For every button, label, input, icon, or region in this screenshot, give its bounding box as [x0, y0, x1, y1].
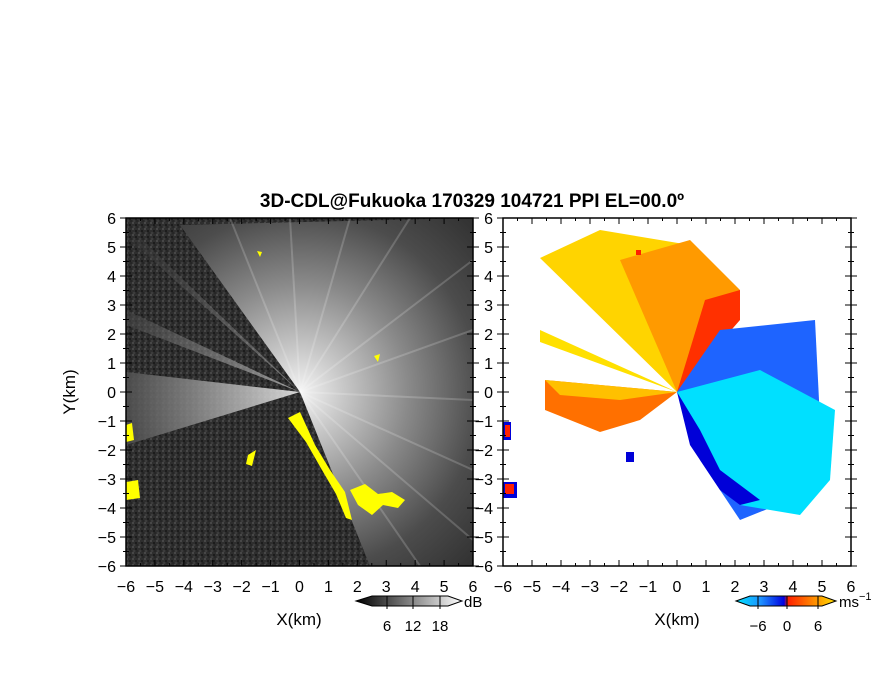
velocity-colorbar-label: 6	[814, 618, 822, 635]
intensity-colorbar-bar	[354, 595, 464, 607]
velocity-tick-labels: −6 −5 −4 −3 −2 −1 0 1 2 3 4 5 6 6 5 4 3 2 1 0 −1 −2 −3 −4 −5 −6	[475, 211, 856, 596]
intensity-echo-leftstreak	[126, 372, 300, 445]
velocity-ytick-label: −6	[475, 559, 493, 576]
intensity-colorbar-unit: dB	[464, 594, 482, 611]
velocity-region-darkblue	[677, 392, 760, 505]
velocity-colorbar-unit: ms−1	[839, 591, 872, 611]
intensity-ytick-label: −2	[98, 443, 116, 460]
velocity-xtick-label: −6	[494, 579, 512, 596]
velocity-colorbar-bar	[734, 595, 838, 607]
intensity-xtick-label: 3	[382, 579, 391, 596]
intensity-ytick-label: 4	[107, 269, 116, 286]
intensity-ytick-label: 2	[107, 327, 116, 344]
intensity-xtick-label: −1	[261, 579, 279, 596]
velocity-xtick-label: −3	[581, 579, 599, 596]
intensity-echo-upper	[180, 218, 473, 566]
intensity-yellow-overlay	[126, 251, 405, 520]
intensity-echo-narrowbeam	[126, 310, 300, 392]
velocity-xtick-label: 4	[789, 579, 798, 596]
intensity-xtick-label: 2	[353, 579, 362, 596]
intensity-colorbar-ticks: 6 12 18	[383, 596, 449, 635]
velocity-xtick-label: 3	[760, 579, 769, 596]
velocity-ytick-label: −4	[475, 501, 493, 518]
intensity-xtick-label: −3	[204, 579, 222, 596]
intensity-ytick-label: 6	[107, 211, 116, 228]
intensity-xtick-label: 0	[295, 579, 304, 596]
intensity-ytick-label: −5	[98, 530, 116, 547]
velocity-xtick-label: −1	[639, 579, 657, 596]
velocity-ytick-label: −5	[475, 530, 493, 547]
intensity-tick-labels: −6 −5 −4 −3 −2 −1 0 1 2 3 4 5 6 6 5 4 3 2 1 0 −1 −2 −3 −4 −5 −6	[98, 211, 478, 596]
intensity-ytick-label: −3	[98, 472, 116, 489]
velocity-xtick-label: 0	[673, 579, 682, 596]
intensity-xtick-label: −4	[175, 579, 193, 596]
velocity-colorbar-ticks: −6 0 6	[749, 596, 822, 635]
intensity-xtick-label: −5	[146, 579, 164, 596]
intensity-xtick-label: 4	[411, 579, 420, 596]
velocity-colorbar: −6 0 6 ms−1	[734, 591, 872, 635]
velocity-colorbar-label: 0	[783, 618, 791, 635]
intensity-ytick-label: −6	[98, 559, 116, 576]
velocity-ytick-label: 6	[484, 211, 493, 228]
velocity-ytick-label: −2	[475, 443, 493, 460]
intensity-xtick-label: 6	[469, 579, 478, 596]
velocity-ytick-label: −1	[475, 414, 493, 431]
velocity-ytick-label: 3	[484, 298, 493, 315]
velocity-ytick-label: 0	[484, 385, 493, 402]
intensity-ytick-label: 1	[107, 356, 116, 373]
velocity-xtick-label: 1	[702, 579, 711, 596]
intensity-xtick-label: −6	[117, 579, 135, 596]
velocity-region-red	[677, 290, 740, 392]
intensity-xlabel: X(km)	[276, 610, 321, 629]
velocity-xlabel: X(km)	[654, 610, 699, 629]
intensity-colorbar: 6 12 18 dB	[354, 594, 482, 635]
intensity-rays	[229, 218, 473, 566]
velocity-panel	[503, 218, 851, 566]
intensity-panel	[126, 218, 473, 566]
intensity-colorbar-label: 12	[405, 618, 422, 635]
velocity-colorbar-unit-exp: −1	[859, 591, 872, 603]
intensity-ytick-label: 0	[107, 385, 116, 402]
velocity-region-leftstreak-hot	[545, 380, 677, 400]
intensity-ticks	[120, 217, 479, 567]
velocity-ytick-label: 5	[484, 240, 493, 257]
velocity-ytick-label: 2	[484, 327, 493, 344]
velocity-colorbar-label: −6	[749, 618, 766, 635]
velocity-ytick-label: −3	[475, 472, 493, 489]
velocity-xtick-label: −4	[552, 579, 570, 596]
velocity-ytick-label: 4	[484, 269, 493, 286]
velocity-xtick-label: −2	[610, 579, 628, 596]
intensity-ytick-label: 3	[107, 298, 116, 315]
intensity-echo-field	[126, 218, 473, 566]
intensity-colorbar-label: 18	[432, 618, 449, 635]
intensity-xtick-label: 1	[324, 579, 333, 596]
intensity-ylabel: Y(km)	[60, 369, 79, 414]
intensity-colorbar-label: 6	[383, 618, 391, 635]
velocity-ticks	[497, 217, 857, 567]
intensity-ytick-label: 5	[107, 240, 116, 257]
figure-title: 3D-CDL@Fukuoka 170329 104721 PPI EL=00.0…	[260, 191, 684, 212]
velocity-region-narrowbeam	[540, 330, 677, 392]
velocity-ytick-label: 1	[484, 356, 493, 373]
intensity-xtick-label: −2	[233, 579, 251, 596]
intensity-echo-farbeam	[130, 240, 300, 392]
velocity-colorbar-unit-base: ms	[839, 594, 859, 611]
velocity-edge-blobs	[503, 250, 641, 498]
intensity-ytick-label: −1	[98, 414, 116, 431]
velocity-xtick-label: 6	[847, 579, 856, 596]
intensity-xtick-label: 5	[440, 579, 449, 596]
velocity-xtick-label: 5	[818, 579, 827, 596]
intensity-ytick-label: −4	[98, 501, 116, 518]
velocity-xtick-label: −5	[523, 579, 541, 596]
velocity-region-cyan	[677, 370, 835, 515]
velocity-xtick-label: 2	[731, 579, 740, 596]
